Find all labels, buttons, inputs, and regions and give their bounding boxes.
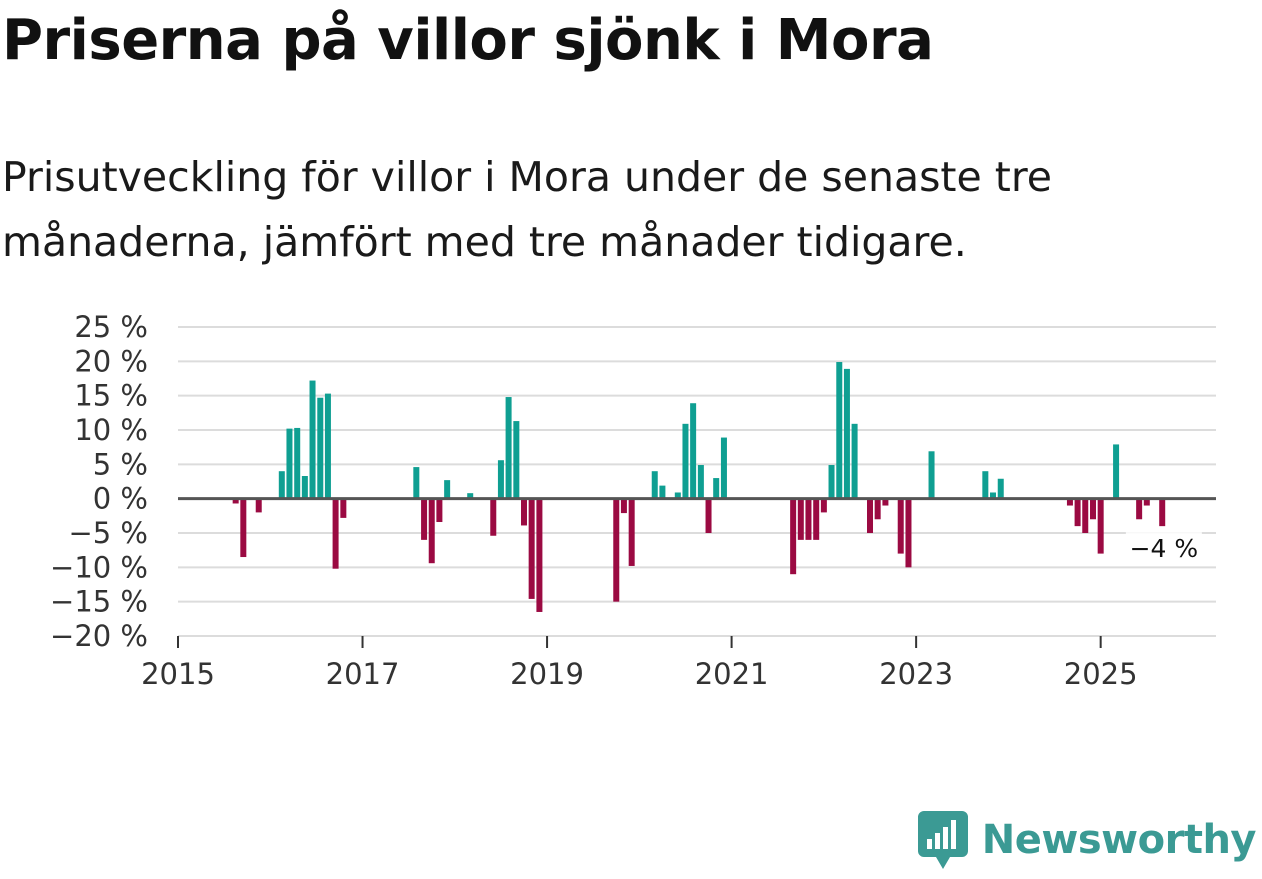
x-tick-label: 2025 (1064, 657, 1138, 691)
bar (997, 478, 1004, 499)
bar (805, 498, 812, 540)
bar (1143, 498, 1150, 506)
bar (536, 498, 543, 612)
y-tick-label: 10 % (74, 413, 148, 447)
x-tick-label: 2023 (879, 657, 953, 691)
bar (828, 465, 835, 499)
y-tick-label: 0 % (93, 482, 148, 516)
bar (813, 498, 820, 540)
bar (1082, 498, 1089, 533)
bar-chart: −20 %−15 %−10 %−5 %0 %5 %10 %15 %20 %25 … (50, 310, 1216, 691)
bar (1097, 498, 1104, 554)
bar (1159, 498, 1166, 527)
bar (1074, 498, 1081, 527)
bar (436, 498, 443, 523)
bar (301, 476, 308, 499)
y-tick-label: −5 % (68, 516, 148, 550)
bar (690, 403, 697, 499)
y-tick-label: −20 % (50, 619, 148, 653)
bar (421, 498, 428, 540)
chart-subtitle: Prisutveckling för villor i Mora under d… (2, 153, 1053, 266)
bar (317, 397, 324, 499)
bar (843, 368, 850, 499)
bar (697, 465, 704, 499)
bar (428, 498, 435, 564)
bar (882, 498, 889, 506)
bar (309, 380, 316, 499)
bar (905, 498, 912, 568)
bars (232, 362, 1166, 612)
bar (232, 498, 239, 504)
bar (278, 471, 285, 499)
newsworthy-logo-icon (917, 811, 968, 869)
bar (286, 428, 293, 499)
bar (620, 498, 627, 514)
bar (836, 362, 843, 499)
bar (713, 478, 720, 499)
bar (240, 498, 247, 558)
bar (1090, 498, 1097, 520)
bar (867, 498, 873, 533)
y-tick-label: 25 % (74, 310, 148, 344)
annotation-background (1125, 532, 1202, 565)
bar (1066, 498, 1073, 506)
bar (528, 498, 535, 599)
bar (332, 498, 339, 569)
bar (1113, 444, 1120, 499)
y-tick-label: 20 % (74, 344, 148, 378)
bar (797, 498, 804, 540)
bar (255, 498, 262, 513)
y-axis-labels: −20 %−15 %−10 %−5 %0 %5 %10 %15 %20 %25 … (50, 310, 148, 653)
bar (674, 492, 681, 499)
bar (682, 423, 689, 499)
annotation-label: −4 % (1130, 534, 1199, 563)
bar (444, 480, 451, 499)
bar (628, 498, 635, 566)
bar (874, 498, 881, 520)
bar (413, 467, 420, 499)
bar (513, 421, 520, 499)
x-tick-label: 2021 (695, 657, 769, 691)
bar (294, 427, 301, 499)
bar (340, 498, 347, 518)
y-tick-label: −10 % (50, 550, 148, 584)
bar (989, 492, 996, 499)
bar (521, 498, 527, 526)
bar (467, 493, 474, 499)
bar (820, 498, 827, 513)
y-tick-label: 15 % (74, 379, 148, 413)
bar (705, 498, 712, 533)
bar (651, 471, 658, 499)
x-tick-label: 2015 (141, 657, 215, 691)
bar (490, 498, 497, 536)
y-tick-label: 5 % (93, 447, 148, 481)
brand-name: Newsworthy (981, 817, 1257, 863)
bar (505, 397, 512, 499)
grid-lines (178, 326, 1216, 637)
chart-title: Priserna på villor sjönk i Mora (2, 8, 934, 73)
bar (324, 393, 331, 499)
x-tick-label: 2019 (510, 657, 584, 691)
bar (659, 485, 666, 499)
annotations: −4 % (1125, 532, 1202, 565)
bar (790, 498, 797, 575)
brand-logo: Newsworthy (917, 811, 1257, 869)
x-axis: 2015 2017 2019 2021 2023 2025 (141, 635, 1216, 691)
bar (720, 437, 727, 499)
bar (497, 460, 504, 499)
bar (613, 498, 620, 602)
bar (1136, 498, 1143, 520)
bar (928, 451, 935, 499)
bar (897, 498, 904, 554)
x-tick-label: 2017 (326, 657, 400, 691)
bar (982, 471, 989, 499)
bar (851, 423, 858, 499)
y-tick-label: −15 % (50, 585, 148, 619)
